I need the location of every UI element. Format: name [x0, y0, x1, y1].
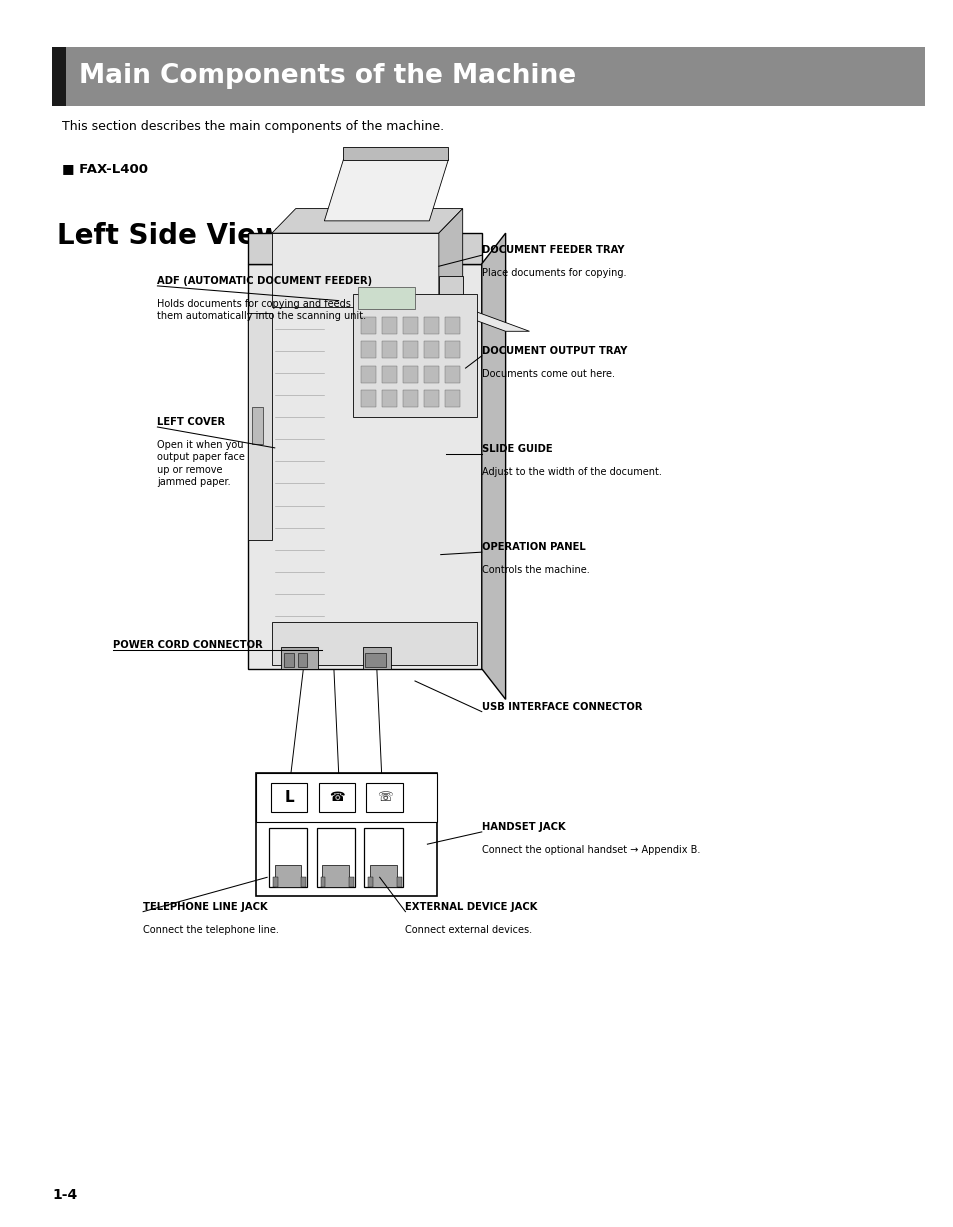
Polygon shape — [349, 877, 354, 887]
FancyBboxPatch shape — [252, 407, 263, 444]
FancyBboxPatch shape — [381, 390, 396, 407]
FancyBboxPatch shape — [402, 390, 417, 407]
Polygon shape — [320, 877, 325, 887]
FancyBboxPatch shape — [353, 294, 476, 417]
Polygon shape — [343, 147, 448, 160]
FancyBboxPatch shape — [255, 773, 436, 896]
FancyBboxPatch shape — [381, 366, 396, 383]
FancyBboxPatch shape — [381, 341, 396, 358]
FancyBboxPatch shape — [316, 828, 355, 887]
Text: Connect the optional handset → Appendix B.: Connect the optional handset → Appendix … — [481, 844, 700, 855]
Text: This section describes the main components of the machine.: This section describes the main componen… — [62, 120, 444, 134]
Text: Adjust to the width of the document.: Adjust to the width of the document. — [481, 466, 661, 477]
FancyBboxPatch shape — [269, 828, 307, 887]
FancyBboxPatch shape — [444, 317, 459, 334]
Text: Open it when you
output paper face
up or remove
jammed paper.: Open it when you output paper face up or… — [157, 439, 245, 487]
FancyBboxPatch shape — [272, 233, 438, 307]
Text: Documents come out here.: Documents come out here. — [481, 368, 614, 379]
FancyBboxPatch shape — [52, 47, 66, 106]
FancyBboxPatch shape — [272, 622, 476, 665]
FancyBboxPatch shape — [362, 647, 391, 669]
FancyBboxPatch shape — [297, 653, 307, 667]
FancyBboxPatch shape — [423, 341, 438, 358]
Text: Main Components of the Machine: Main Components of the Machine — [79, 63, 576, 90]
Text: 1-4: 1-4 — [52, 1189, 77, 1202]
FancyBboxPatch shape — [274, 865, 301, 887]
Polygon shape — [301, 877, 306, 887]
Text: EXTERNAL DEVICE JACK: EXTERNAL DEVICE JACK — [405, 902, 537, 912]
Text: USB INTERFACE CONNECTOR: USB INTERFACE CONNECTOR — [481, 702, 641, 712]
Polygon shape — [438, 307, 529, 331]
FancyBboxPatch shape — [402, 317, 417, 334]
FancyBboxPatch shape — [52, 47, 924, 106]
FancyBboxPatch shape — [281, 647, 317, 669]
FancyBboxPatch shape — [423, 390, 438, 407]
Text: L: L — [284, 790, 294, 805]
FancyBboxPatch shape — [360, 366, 375, 383]
Text: DOCUMENT FEEDER TRAY: DOCUMENT FEEDER TRAY — [481, 245, 623, 255]
Text: ☏: ☏ — [376, 791, 392, 804]
Text: ☎: ☎ — [329, 791, 344, 804]
Text: OPERATION PANEL: OPERATION PANEL — [481, 542, 585, 552]
Text: Left Side View: Left Side View — [57, 222, 281, 250]
FancyBboxPatch shape — [357, 287, 415, 309]
FancyBboxPatch shape — [444, 390, 459, 407]
FancyBboxPatch shape — [360, 341, 375, 358]
FancyBboxPatch shape — [360, 317, 375, 334]
FancyBboxPatch shape — [318, 783, 355, 812]
Text: HANDSET JACK: HANDSET JACK — [481, 822, 565, 832]
Text: TELEPHONE LINE JACK: TELEPHONE LINE JACK — [143, 902, 268, 912]
Text: Holds documents for copying and feeds
them automatically into the scanning unit.: Holds documents for copying and feeds th… — [157, 298, 366, 321]
FancyBboxPatch shape — [423, 317, 438, 334]
FancyBboxPatch shape — [423, 366, 438, 383]
Polygon shape — [438, 209, 462, 331]
Text: Connect the telephone line.: Connect the telephone line. — [143, 925, 278, 935]
Polygon shape — [272, 209, 462, 233]
Polygon shape — [248, 233, 481, 264]
Polygon shape — [324, 160, 448, 221]
Polygon shape — [481, 233, 505, 699]
FancyBboxPatch shape — [402, 341, 417, 358]
Text: LEFT COVER: LEFT COVER — [157, 417, 225, 427]
FancyBboxPatch shape — [365, 653, 386, 667]
Polygon shape — [438, 276, 462, 307]
FancyBboxPatch shape — [255, 773, 436, 822]
Polygon shape — [396, 877, 401, 887]
FancyBboxPatch shape — [366, 783, 402, 812]
Text: SLIDE GUIDE: SLIDE GUIDE — [481, 444, 552, 454]
Text: ■ FAX-L400: ■ FAX-L400 — [62, 162, 148, 175]
Text: DOCUMENT OUTPUT TRAY: DOCUMENT OUTPUT TRAY — [481, 346, 626, 356]
FancyBboxPatch shape — [364, 828, 402, 887]
Text: Place documents for copying.: Place documents for copying. — [481, 269, 625, 279]
FancyBboxPatch shape — [322, 865, 349, 887]
FancyBboxPatch shape — [444, 366, 459, 383]
Text: POWER CORD CONNECTOR: POWER CORD CONNECTOR — [112, 640, 262, 650]
FancyBboxPatch shape — [402, 366, 417, 383]
FancyBboxPatch shape — [271, 783, 307, 812]
FancyBboxPatch shape — [360, 390, 375, 407]
Polygon shape — [273, 877, 277, 887]
Text: Controls the machine.: Controls the machine. — [481, 564, 589, 575]
FancyBboxPatch shape — [284, 653, 294, 667]
FancyBboxPatch shape — [444, 341, 459, 358]
FancyBboxPatch shape — [248, 313, 272, 540]
FancyBboxPatch shape — [370, 865, 396, 887]
Text: Connect external devices.: Connect external devices. — [405, 925, 532, 935]
Polygon shape — [368, 877, 373, 887]
FancyBboxPatch shape — [248, 264, 481, 669]
Text: ADF (AUTOMATIC DOCUMENT FEEDER): ADF (AUTOMATIC DOCUMENT FEEDER) — [157, 276, 372, 286]
FancyBboxPatch shape — [381, 317, 396, 334]
